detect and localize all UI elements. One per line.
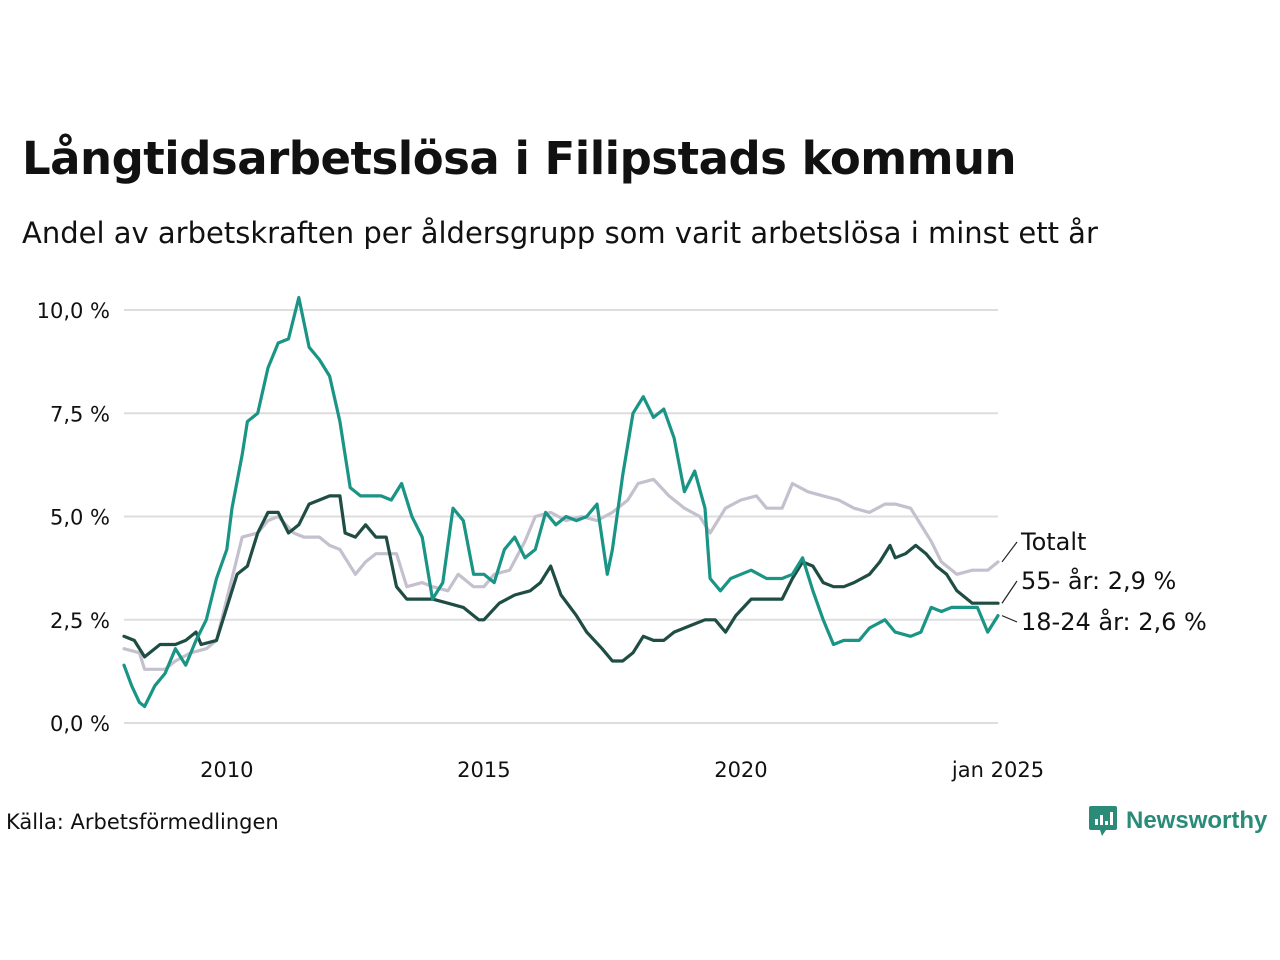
- y-tick-label: 10,0 %: [37, 299, 110, 323]
- x-tick-label: 2015: [457, 758, 510, 782]
- chart-title: Långtidsarbetslösa i Filipstads kommun: [22, 132, 1017, 185]
- x-tick-label: 2020: [714, 758, 767, 782]
- series-labels: Totalt 55- år: 2,9 % 18-24 år: 2,6 %: [1001, 528, 1207, 636]
- series-lines: [122, 296, 1000, 709]
- series-line-age55: [122, 494, 1000, 663]
- brand-name: Newsworthy: [1126, 807, 1268, 834]
- x-axis-ticks: 2010 2015 2020 jan 2025: [200, 758, 1044, 782]
- chart-subtitle: Andel av arbetskraften per åldersgrupp s…: [22, 216, 1098, 250]
- y-tick-label: 0,0 %: [50, 712, 110, 736]
- y-tick-label: 5,0 %: [50, 506, 110, 530]
- series-label: 55- år: 2,9 %: [1021, 566, 1176, 595]
- x-tick-label: 2010: [200, 758, 253, 782]
- newsworthy-logo-icon: [1089, 806, 1117, 836]
- newsworthy-logo[interactable]: Newsworthy: [1088, 804, 1267, 838]
- series-label: Totalt: [1020, 528, 1086, 556]
- y-tick-label: 2,5 %: [50, 609, 110, 633]
- series-label: 18-24 år: 2,6 %: [1021, 607, 1207, 636]
- y-tick-label: 7,5 %: [50, 402, 110, 426]
- series-line-age18_24: [122, 296, 1000, 709]
- x-tick-label: jan 2025: [951, 758, 1044, 782]
- leader-line: [1001, 580, 1018, 604]
- leader-line: [1001, 541, 1018, 563]
- y-axis-ticks: 0,0 % 2,5 % 5,0 % 7,5 % 10,0 %: [37, 299, 110, 736]
- leader-line: [1001, 615, 1018, 623]
- source-note: Källa: Arbetsförmedlingen: [6, 810, 279, 834]
